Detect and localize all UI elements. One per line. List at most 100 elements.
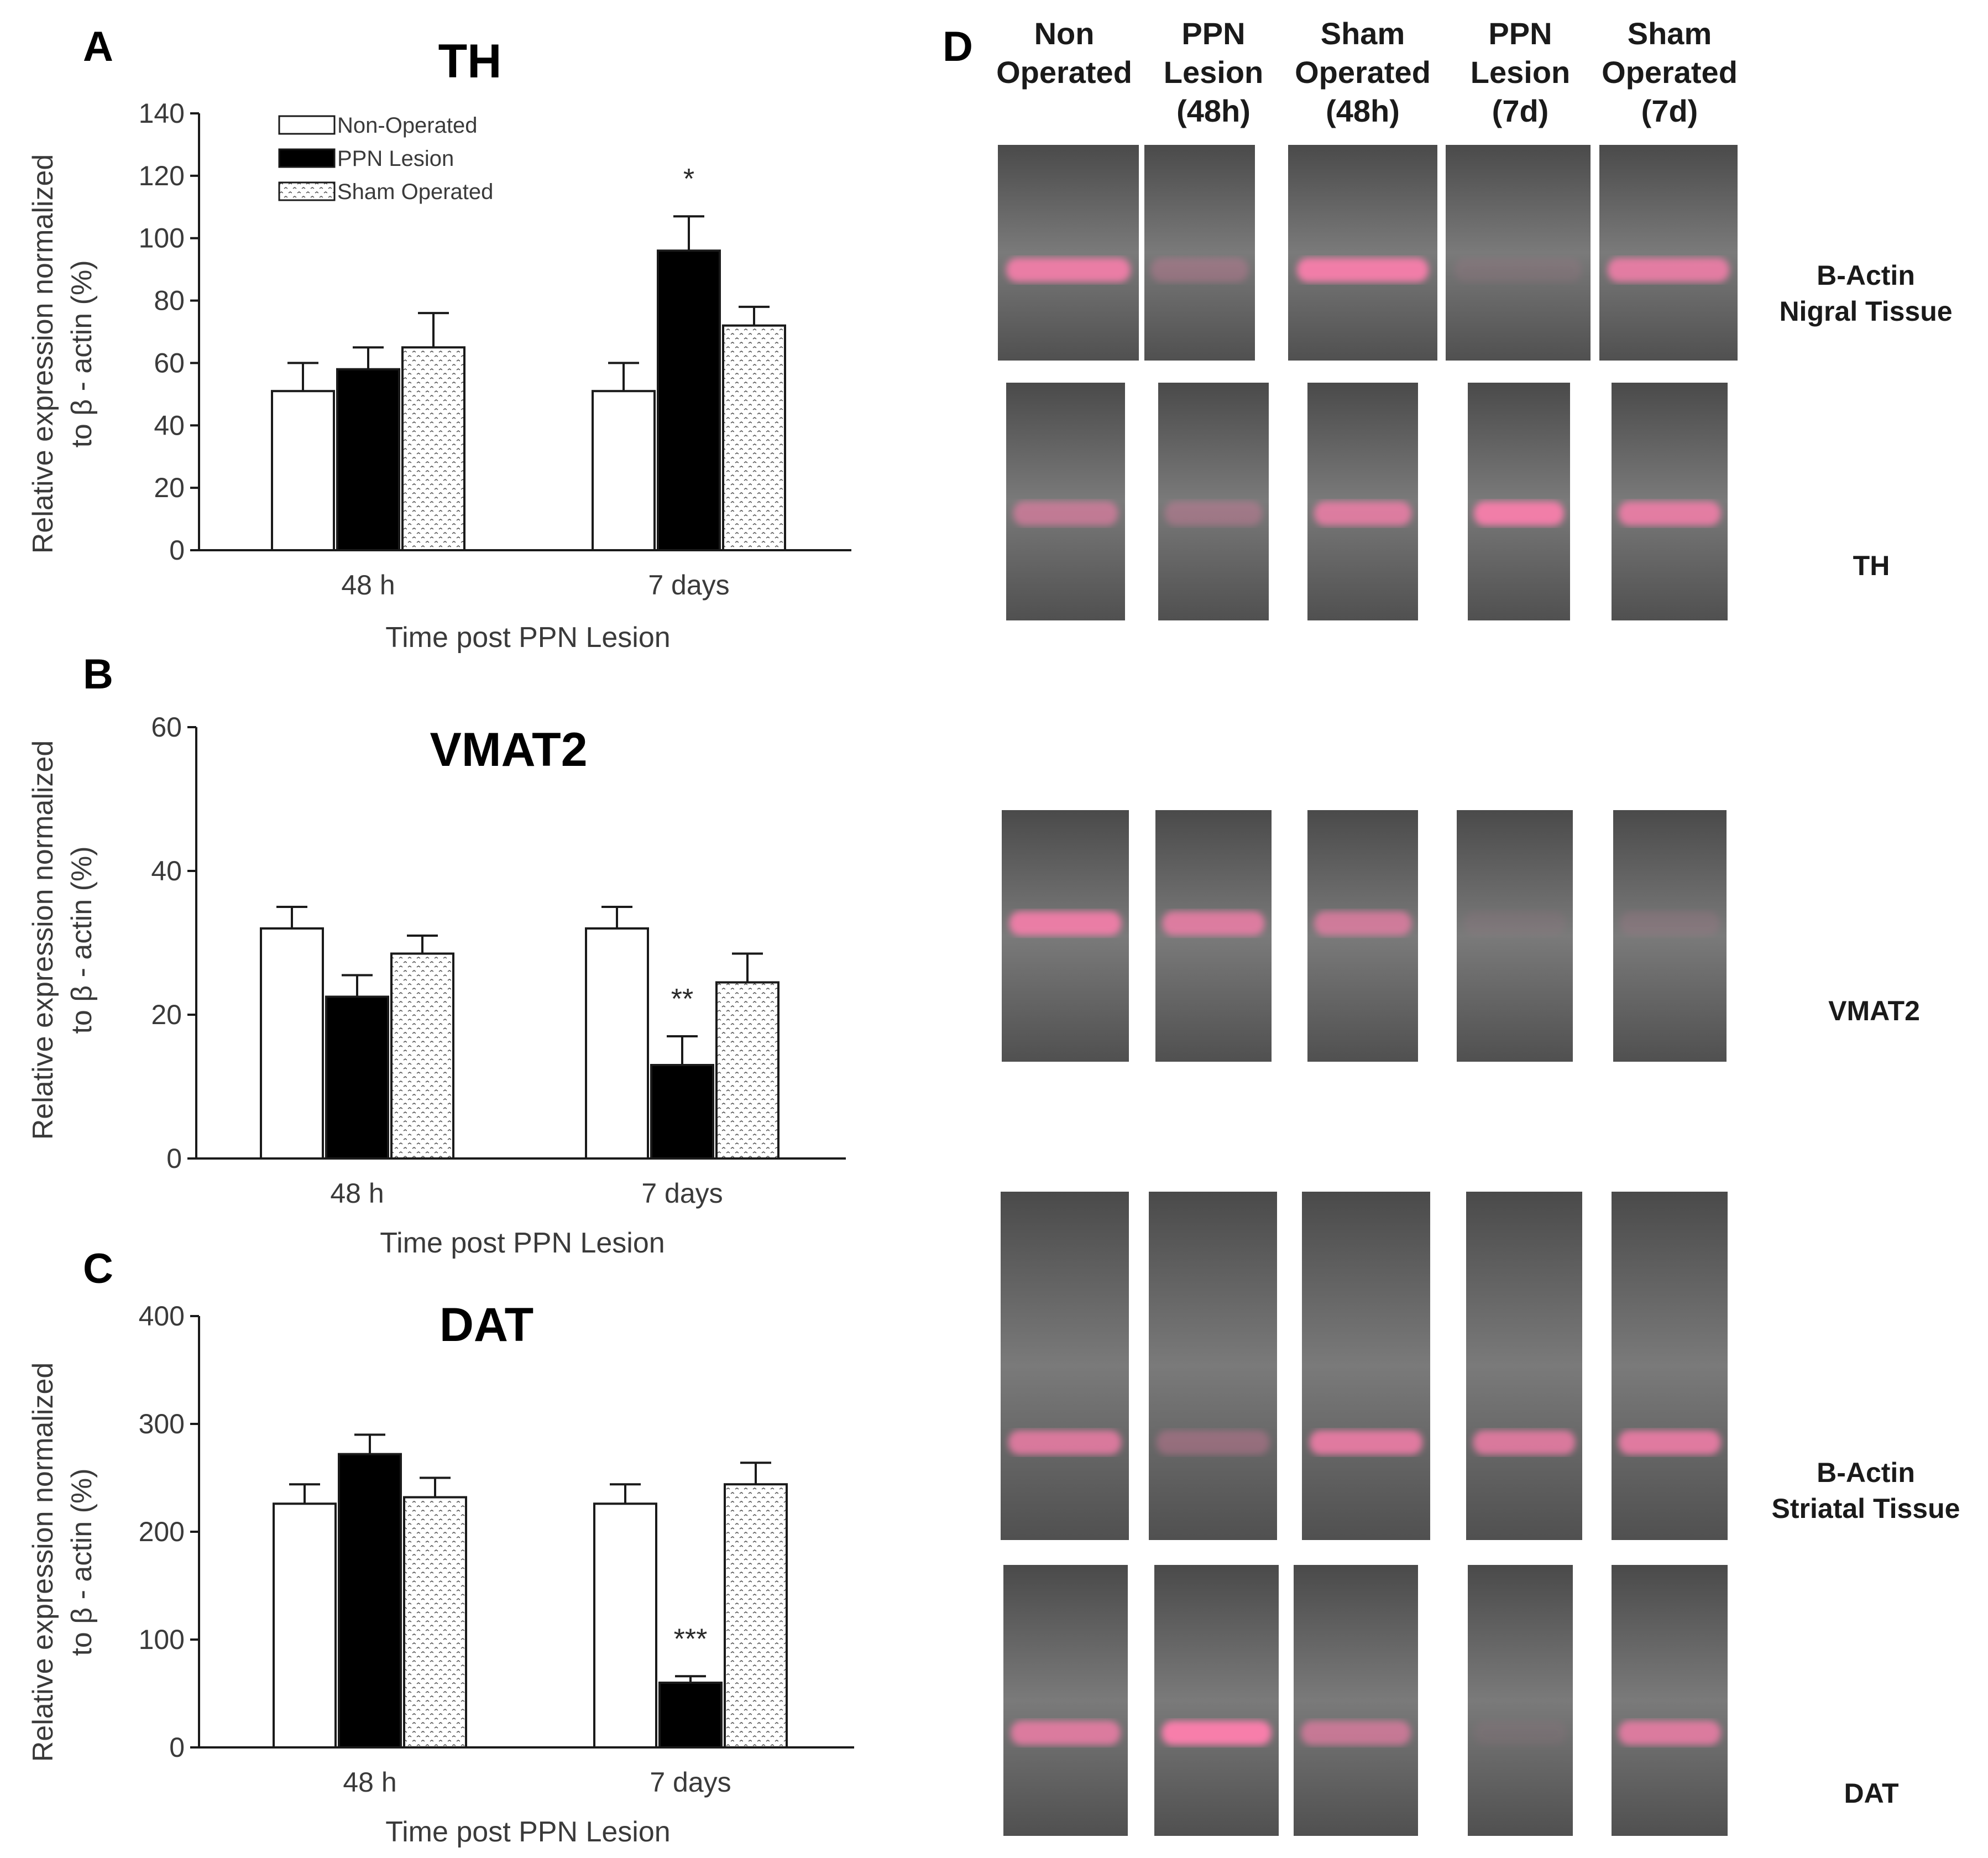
- lane-header-line3: (48h): [1176, 93, 1251, 128]
- y-tick-label: 40: [154, 410, 185, 441]
- lane-header-line1: PPN: [1488, 16, 1552, 51]
- chart-b-vmat2: VMAT2 Relative expression normalized to …: [27, 712, 846, 1259]
- y-tick-label: 20: [151, 999, 182, 1030]
- x-axis-label: Time post PPN Lesion: [385, 622, 670, 654]
- gel-band: [1463, 911, 1566, 936]
- gel-band: [1165, 501, 1262, 526]
- gel-band: [1454, 258, 1582, 283]
- y-axis-label-line2: to β - actin (%): [66, 260, 98, 447]
- lane-header-line1: Sham: [1321, 16, 1405, 51]
- bar-sham-operated: [715, 981, 779, 1160]
- gel-lane-vmat2-2: [1155, 810, 1272, 1062]
- gel-band: [1011, 1720, 1121, 1745]
- gel-band: [1618, 1720, 1721, 1745]
- gel-lane-bactin-nigral-4: [1446, 145, 1591, 361]
- panel-letter-d: D: [943, 23, 973, 70]
- y-tick-label: 0: [169, 535, 185, 566]
- gel-lane-bactin-striatal-3: [1302, 1192, 1430, 1540]
- plot-area: 0 20 40 60 80 100 120 140 48 h * 7 days: [139, 98, 851, 601]
- gel-lane-vmat2-5: [1613, 810, 1727, 1062]
- plot-area: 0 100 200 300 400 48 h *** 7 days: [139, 1301, 854, 1798]
- y-axis-label-line1: Relative expression normalized: [27, 740, 59, 1140]
- gel-band: [1009, 911, 1122, 936]
- bar-ppn-lesion: [657, 249, 721, 551]
- chart-title: VMAT2: [430, 723, 587, 776]
- lane-header-line3: (7d): [1641, 93, 1698, 128]
- y-axis-label-line1: Relative expression normalized: [27, 1363, 59, 1762]
- x-tick-label: 7 days: [648, 570, 729, 601]
- gel-label-bactin-striatal-line1: B-Actin: [1817, 1457, 1915, 1488]
- legend-swatch-sham-operated: [278, 181, 336, 201]
- lane-header-line2: Operated: [996, 55, 1132, 90]
- gel-lane-th-3: [1307, 383, 1418, 620]
- lane-header-line3: (48h): [1326, 93, 1400, 128]
- gel-band: [1314, 501, 1411, 526]
- gel-band: [1474, 1720, 1567, 1745]
- lane-header-line1: Sham: [1628, 16, 1712, 51]
- y-tick-label: 140: [139, 98, 185, 129]
- gel-lane-dat-3: [1294, 1565, 1418, 1836]
- x-axis-label: Time post PPN Lesion: [385, 1816, 670, 1848]
- gel-band: [1297, 258, 1429, 283]
- lane-header-non-operated: Non Operated: [996, 16, 1132, 90]
- y-tick-label: 0: [166, 1143, 182, 1174]
- gel-lane-dat-1: [1003, 1565, 1128, 1836]
- gel-lane-headers: Non Operated PPN Lesion (48h) Sham Opera…: [996, 16, 1738, 128]
- bar-ppn-lesion: [325, 995, 389, 1160]
- gel-lane-dat-5: [1612, 1565, 1728, 1836]
- plot-area: 0 20 40 60 48 h ** 7 days: [151, 712, 846, 1209]
- gel-band: [1162, 911, 1265, 936]
- gel-lane-th-5: [1612, 383, 1728, 620]
- gel-band: [1314, 911, 1411, 936]
- lane-header-ppn-lesion-48h: PPN Lesion (48h): [1164, 16, 1263, 128]
- significance-marker: *: [683, 163, 694, 195]
- gel-lane-bactin-nigral-3: [1288, 145, 1437, 361]
- chart-c-dat: DAT Relative expression normalized to β …: [27, 1298, 854, 1848]
- y-axis-label-line1: Relative expression normalized: [27, 154, 59, 554]
- chart-a-th: TH Relative expression normalized to β -…: [27, 35, 851, 654]
- lane-header-line3: (7d): [1492, 93, 1549, 128]
- y-tick-label: 120: [139, 160, 185, 191]
- gel-label-bactin-striatal-line2: Striatal Tissue: [1772, 1493, 1960, 1524]
- x-tick-label: 48 h: [330, 1178, 384, 1209]
- lane-header-line1: Non: [1034, 16, 1095, 51]
- panel-letter-a: A: [83, 23, 113, 70]
- gel-lane-vmat2-3: [1307, 810, 1418, 1062]
- bar-ppn-lesion: [338, 1453, 402, 1749]
- bar-sham-operated: [724, 1483, 788, 1749]
- chart-title: DAT: [440, 1298, 533, 1351]
- panel-letter-c: C: [83, 1245, 113, 1292]
- gel-label-vmat2: VMAT2: [1828, 995, 1920, 1026]
- gel-lane-th-4: [1468, 383, 1570, 620]
- gel-lane-th-2: [1158, 383, 1269, 620]
- y-axis-label: Relative expression normalized to β - ac…: [27, 1363, 98, 1762]
- y-axis-label-line2: to β - actin (%): [66, 1468, 98, 1656]
- y-axis-label-line2: to β - actin (%): [66, 846, 98, 1034]
- y-tick-label: 60: [154, 347, 185, 378]
- lane-header-line2: Lesion: [1164, 55, 1263, 90]
- gel-band: [1151, 258, 1248, 283]
- x-axis-label: Time post PPN Lesion: [380, 1227, 665, 1259]
- y-tick-label: 20: [154, 472, 185, 503]
- bar-sham-operated: [722, 324, 786, 551]
- y-tick-label: 0: [169, 1732, 185, 1763]
- gel-band: [1013, 501, 1118, 526]
- bar-non-operated: [593, 1502, 657, 1749]
- y-tick-label: 100: [139, 1624, 185, 1655]
- gel-label-dat: DAT: [1844, 1778, 1898, 1809]
- gel-band: [1006, 258, 1131, 283]
- gel-lane-bactin-striatal-4: [1466, 1192, 1582, 1540]
- lane-header-line1: PPN: [1181, 16, 1245, 51]
- gel-band: [1301, 1720, 1411, 1745]
- y-tick-label: 100: [139, 223, 185, 254]
- gel-band: [1008, 1430, 1122, 1455]
- significance-marker: ***: [674, 1623, 708, 1655]
- bar-ppn-lesion: [658, 1682, 723, 1749]
- legend-label-sham-operated: Sham Operated: [337, 180, 493, 204]
- gel-lane-bactin-striatal-1: [1001, 1192, 1129, 1540]
- lane-header-sham-operated-7d: Sham Operated (7d): [1602, 16, 1738, 128]
- lane-header-ppn-lesion-7d: PPN Lesion (7d): [1471, 16, 1570, 128]
- bar-non-operated: [592, 390, 656, 551]
- gel-band: [1474, 501, 1564, 526]
